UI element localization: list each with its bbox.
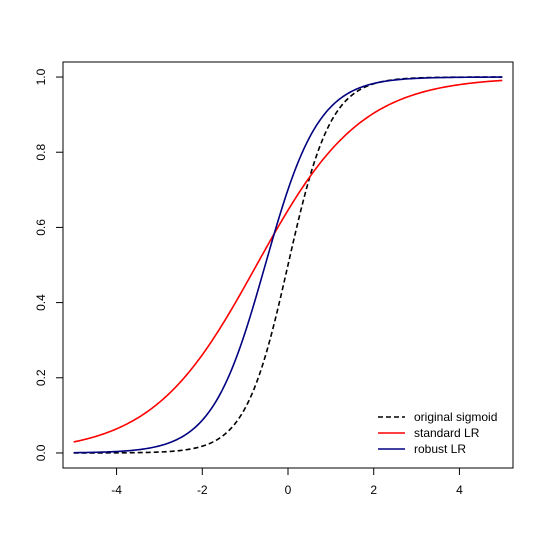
x-axis: -4 -2 0 2 4 [111, 468, 463, 497]
legend-label: robust LR [414, 442, 466, 456]
x-tick-label: 2 [370, 483, 377, 497]
x-tick-label: -2 [197, 483, 208, 497]
y-tick-label: 0.8 [34, 144, 48, 161]
y-tick-label: 0.2 [34, 369, 48, 386]
y-tick-label: 0.4 [34, 294, 48, 311]
series-line-3 [73, 76, 503, 454]
y-tick-label: 1.0 [34, 68, 48, 85]
x-tick-label: 0 [285, 483, 292, 497]
legend-label: original sigmoid [414, 410, 497, 424]
x-tick-label: -4 [111, 483, 122, 497]
series-line-2 [73, 79, 503, 443]
y-axis: 0.0 0.2 0.4 0.6 0.8 1.0 [34, 68, 63, 461]
series-layer [73, 76, 503, 454]
y-tick-label: 0.0 [34, 444, 48, 461]
series-line-1 [73, 76, 503, 454]
x-tick-label: 4 [456, 483, 463, 497]
y-tick-label: 0.6 [34, 219, 48, 236]
legend-label: standard LR [414, 426, 480, 440]
legend: original sigmoid standard LR robust LR [378, 410, 497, 456]
